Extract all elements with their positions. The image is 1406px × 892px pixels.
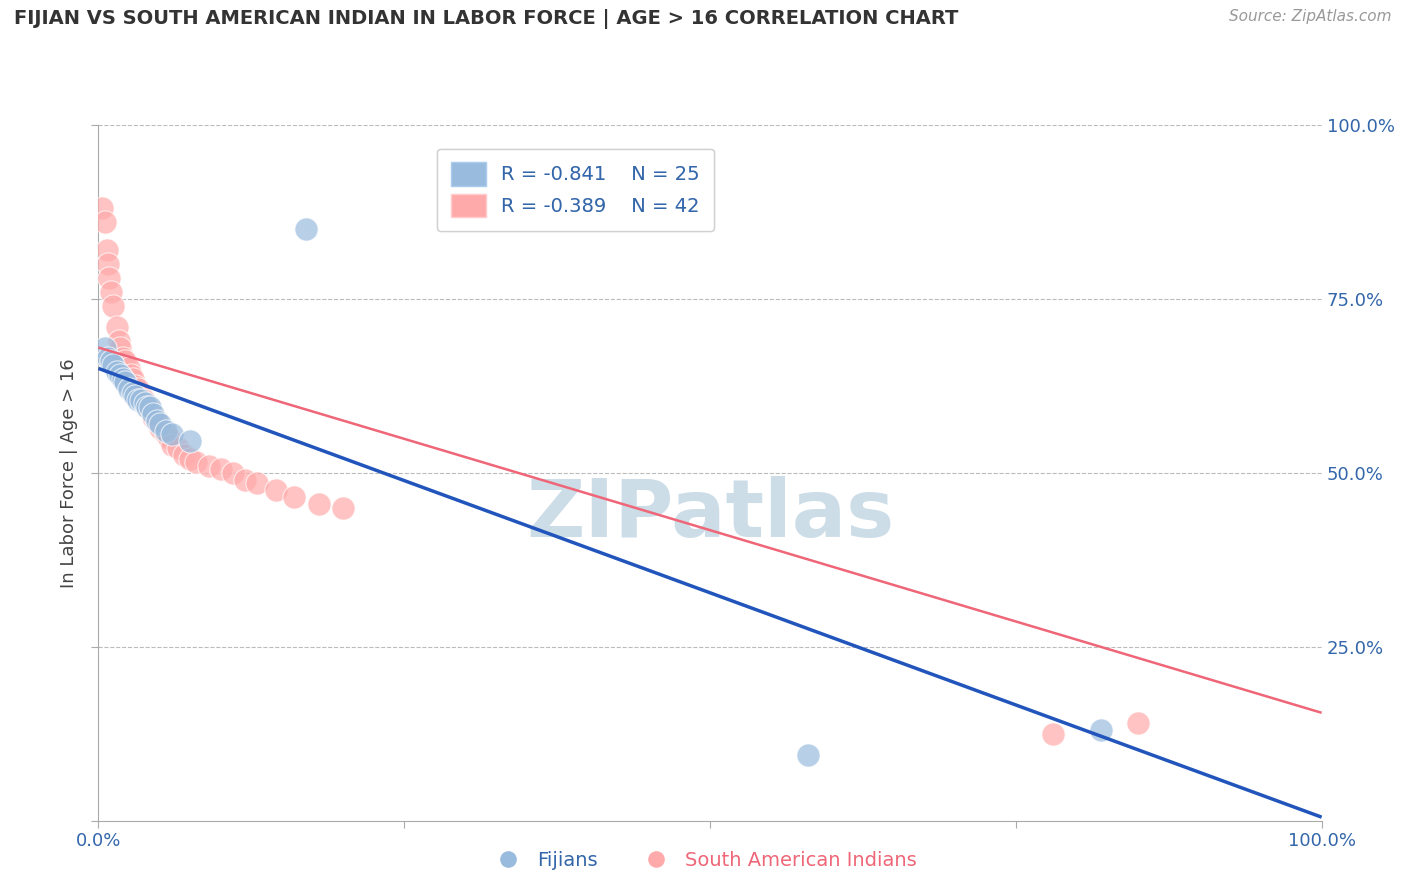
Point [114,376,136,390]
Point [179,451,201,466]
Point [136,400,159,414]
Point [96,243,118,257]
Point [127,392,149,407]
Legend: R = -0.841    N = 25, R = -0.389    N = 42: R = -0.841 N = 25, R = -0.389 N = 42 [437,148,714,231]
Point [98,271,121,285]
Point [101,358,124,372]
Point [91,202,114,216]
Point [101,299,124,313]
Point [121,372,143,386]
Point [124,389,146,403]
Point [1128,716,1150,731]
Text: FIJIAN VS SOUTH AMERICAN INDIAN IN LABOR FORCE | AGE > 16 CORRELATION CHART: FIJIAN VS SOUTH AMERICAN INDIAN IN LABOR… [14,9,959,29]
Point [264,483,287,498]
Point [111,351,134,365]
Point [233,473,256,487]
Point [155,427,177,442]
Point [179,434,201,449]
Point [246,476,269,491]
Point [139,400,162,414]
Point [173,448,195,462]
Point [149,417,172,431]
Point [142,410,165,425]
Text: Source: ZipAtlas.com: Source: ZipAtlas.com [1229,9,1392,24]
Point [105,365,128,379]
Point [100,354,122,368]
Point [132,392,155,407]
Point [129,389,152,403]
Point [283,490,305,504]
Point [160,427,183,442]
Point [222,466,245,480]
Point [136,400,159,414]
Point [110,368,132,383]
Point [100,285,122,299]
Point [124,378,146,392]
Point [134,396,156,410]
Point [127,382,149,396]
Point [308,497,330,511]
Point [118,361,141,376]
Point [93,341,115,355]
Point [186,455,208,469]
Point [105,319,128,334]
Point [111,372,134,386]
Point [110,341,132,355]
Point [209,462,232,476]
Legend: Fijians, South American Indians: Fijians, South American Indians [481,843,925,878]
Point [1090,723,1112,738]
Point [93,215,115,229]
Point [155,424,177,438]
Point [108,334,131,348]
Point [332,500,354,515]
Y-axis label: In Labor Force | Age > 16: In Labor Force | Age > 16 [60,358,79,588]
Text: ZIPatlas: ZIPatlas [526,475,894,554]
Point [97,257,120,271]
Point [146,414,169,428]
Point [157,431,180,445]
Point [142,407,165,421]
Point [97,351,120,365]
Point [114,354,136,368]
Point [797,747,820,762]
Point [146,414,169,428]
Point [167,442,190,456]
Point [1042,726,1064,740]
Point [295,222,318,236]
Point [160,438,183,452]
Point [129,392,152,407]
Point [149,420,172,434]
Point [118,382,141,396]
Point [139,403,162,417]
Point [121,385,143,400]
Point [120,368,142,383]
Point [197,458,219,473]
